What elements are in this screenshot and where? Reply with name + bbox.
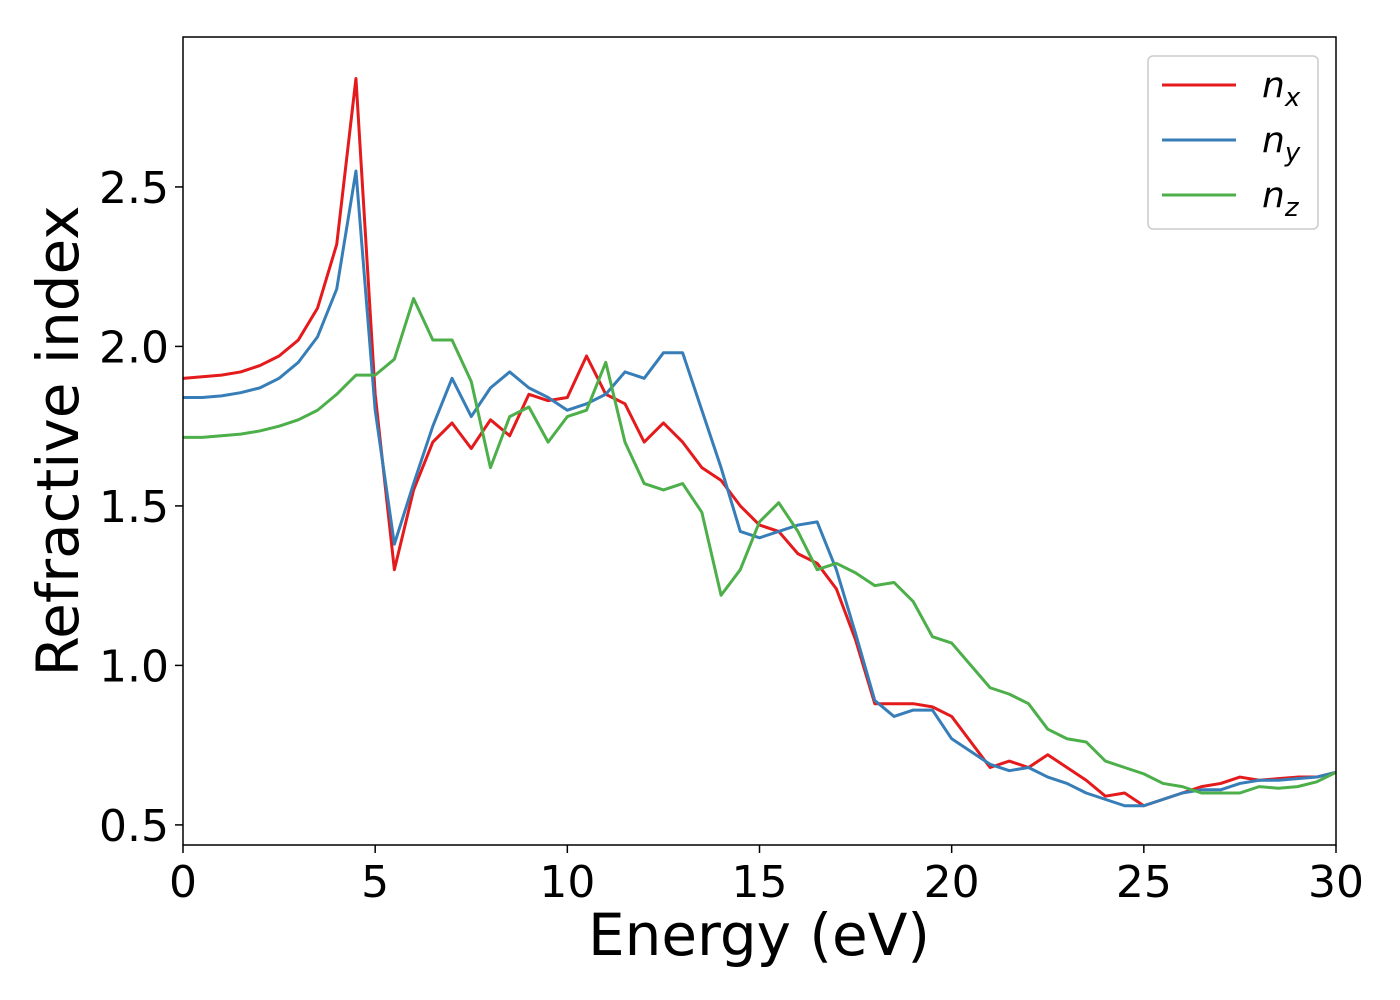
x-tick-label: 5 [361, 857, 389, 908]
x-tick-label: 20 [924, 857, 980, 908]
x-tick-label: 10 [539, 857, 595, 908]
x-tick-label: 30 [1308, 857, 1364, 908]
y-axis-label: Refractive index [24, 205, 92, 676]
legend-label: nx [1262, 65, 1301, 113]
y-tick-label: 1.0 [99, 641, 169, 692]
legend-label: ny [1262, 120, 1301, 168]
x-tick-label: 0 [169, 857, 197, 908]
y-tick-label: 2.5 [99, 163, 169, 214]
y-tick-label: 2.0 [99, 322, 169, 373]
x-tick-label: 15 [732, 857, 788, 908]
y-tick-label: 1.5 [99, 482, 169, 533]
x-axis-label: Energy (eV) [588, 901, 930, 969]
series-line [183, 297, 1336, 795]
legend-label: nz [1262, 175, 1300, 223]
series-line [183, 169, 1336, 808]
legend-box [1147, 55, 1319, 230]
plot-frame [182, 36, 1337, 846]
x-tick-label: 25 [1116, 857, 1172, 908]
y-tick-label: 0.5 [99, 801, 169, 852]
